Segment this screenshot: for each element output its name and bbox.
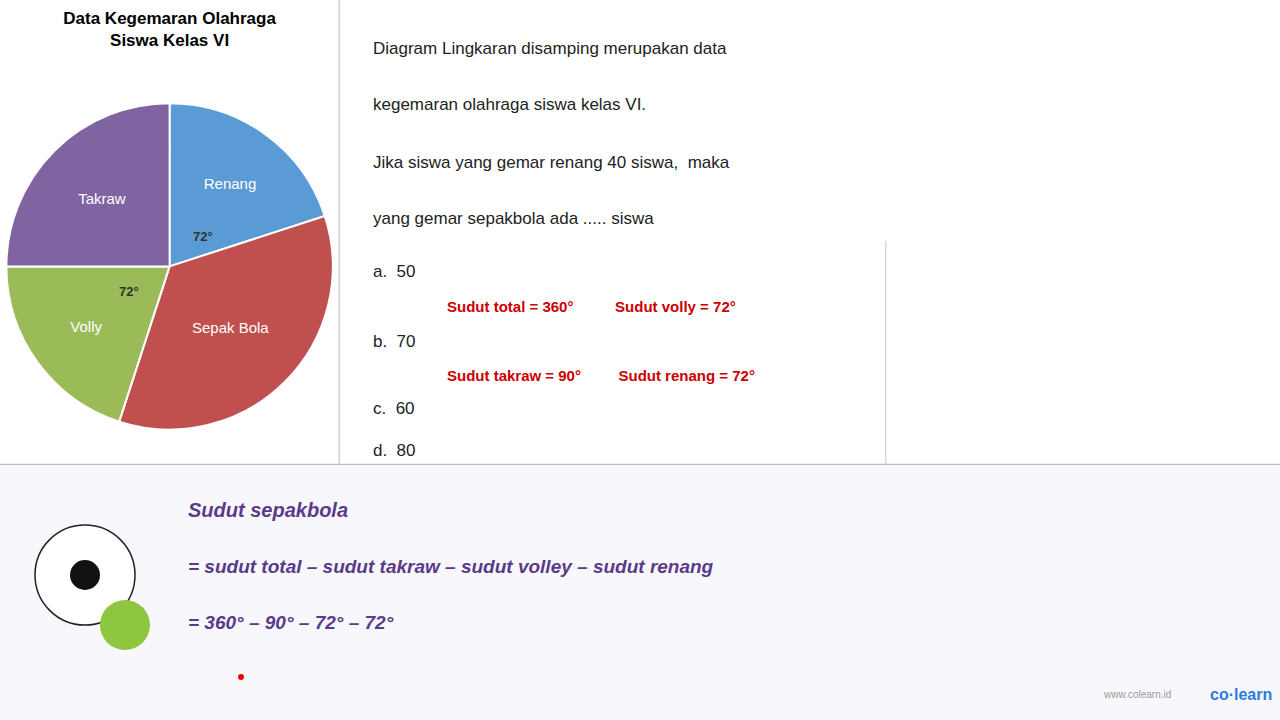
svg-text:Sudut sepakbola: Sudut sepakbola: [188, 499, 348, 521]
svg-text:Sudut total = 360° Su: Sudut total = 360° Sudut volly = 72°: [447, 298, 736, 315]
svg-text:= 360° – 90° – 72° – 72°: = 360° – 90° – 72° – 72°: [188, 612, 394, 633]
svg-text:Takraw: Takraw: [78, 190, 126, 207]
svg-text:Sudut takraw = 90° Sud: Sudut takraw = 90° Sudut renang = 72°: [447, 367, 755, 384]
svg-text:b. 70: b. 70: [373, 332, 416, 351]
svg-text:www.colearn.id: www.colearn.id: [1103, 689, 1171, 700]
svg-text:Jika siswa yang gemar renang 4: Jika siswa yang gemar renang 40 siswa, m…: [373, 153, 730, 172]
svg-text:Diagram Lingkaran disamping me: Diagram Lingkaran disamping merupakan da…: [373, 39, 727, 58]
svg-text:d. 80: d. 80: [373, 441, 416, 460]
svg-text:c. 60: c. 60: [373, 399, 415, 418]
svg-text:yang gemar sepakbola ada .....: yang gemar sepakbola ada ..... siswa: [373, 209, 654, 228]
svg-text:Renang: Renang: [204, 175, 257, 192]
svg-text:co·learn: co·learn: [1210, 686, 1272, 703]
svg-text:a. 50: a. 50: [373, 262, 416, 281]
svg-text:Data Kegemaran OlahragaSiswa K: Data Kegemaran OlahragaSiswa Kelas VI: [63, 9, 276, 50]
svg-text:72°: 72°: [193, 229, 213, 244]
svg-text:Sepak Bola: Sepak Bola: [192, 319, 269, 336]
svg-text:= sudut total – sudut takraw –: = sudut total – sudut takraw – sudut vol…: [188, 556, 714, 577]
svg-text:Volly: Volly: [70, 318, 102, 335]
svg-text:72°: 72°: [119, 284, 139, 299]
svg-text:kegemaran olahraga siswa kelas: kegemaran olahraga siswa kelas VI.: [373, 95, 646, 114]
